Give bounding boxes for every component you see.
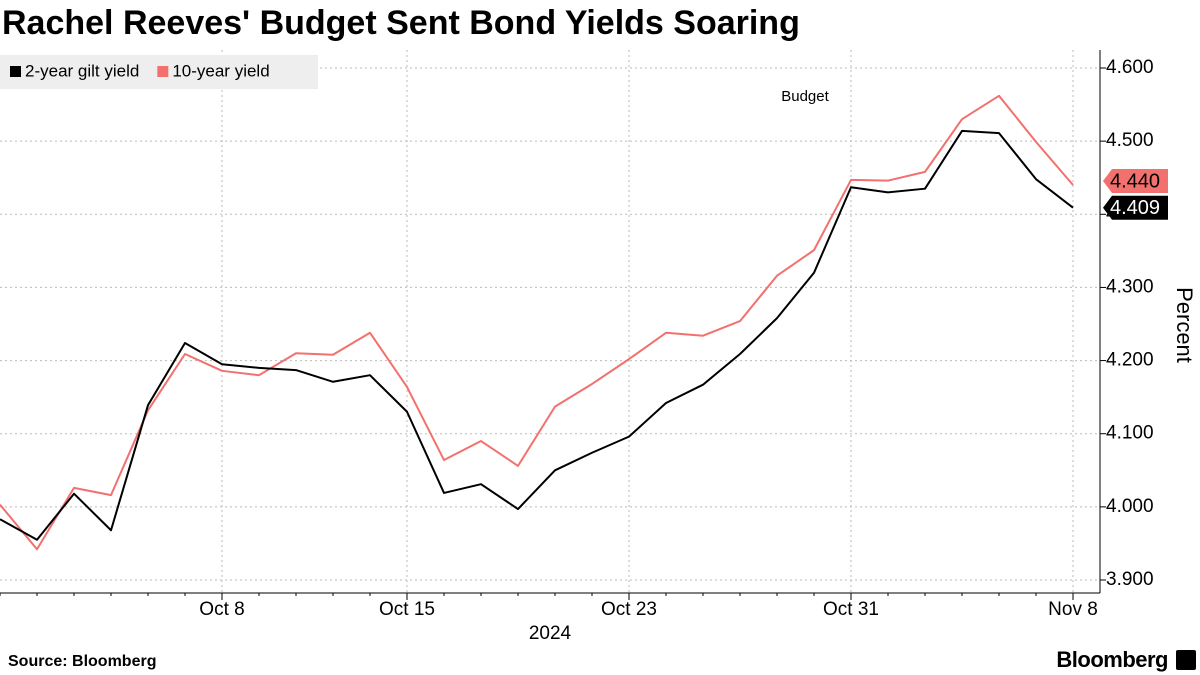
x-tick-label: Oct 8 [199,599,244,620]
legend-swatch [157,66,169,77]
y-tick-label: 3.900 [1106,569,1154,590]
y-tick-label: 4.600 [1106,57,1154,78]
y-tick-label: 4.500 [1106,130,1154,151]
source: Source: Bloomberg [8,653,156,670]
series-line [0,129,1074,541]
x-tick-label: Oct 31 [823,599,879,620]
y-axis-label: Percent [1172,287,1197,363]
chart-title: Rachel Reeves' Budget Sent Bond Yields S… [2,4,800,42]
brand-icon [1176,650,1196,670]
value-tag [1103,169,1168,194]
y-tick-label: 4.000 [1106,496,1154,517]
value-label: 4.409 [1110,197,1160,219]
legend-swatch [10,66,21,77]
y-tick-label: 4.100 [1106,423,1154,444]
x-tick-label: Oct 15 [379,599,435,620]
legend: 2-year gilt yield 10-year yield [0,55,318,89]
value-tag [1103,195,1168,220]
x-tick-label: Oct 23 [601,599,657,620]
legend-label: 10-year yield [172,61,269,80]
value-label: 4.440 [1110,170,1160,192]
x-axis-label: 2024 [529,623,572,644]
brand: Bloomberg [1056,647,1168,672]
annotation: Budget [781,88,829,105]
y-tick-label: 4.200 [1106,350,1154,371]
x-tick-label: Nov 8 [1048,599,1098,620]
y-tick-label: 4.300 [1106,276,1154,297]
series-line [0,94,1074,551]
legend-label: 2-year gilt yield [25,61,139,80]
